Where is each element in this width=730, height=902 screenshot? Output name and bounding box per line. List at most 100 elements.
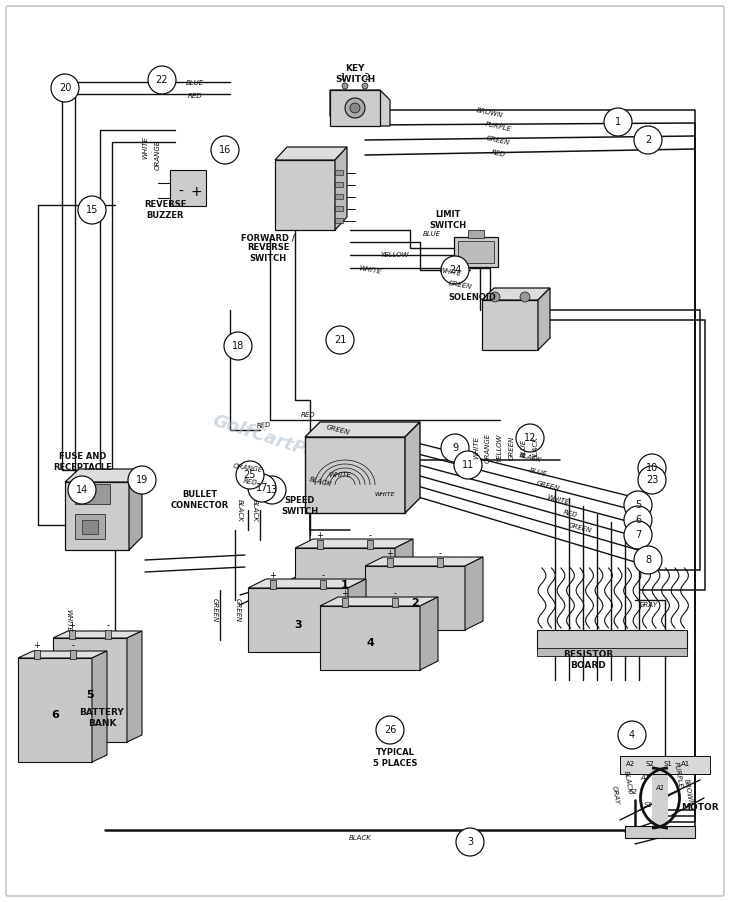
Text: 2: 2	[364, 73, 369, 82]
Text: BULLET
CONNECTOR: BULLET CONNECTOR	[171, 491, 229, 510]
Text: +: +	[387, 549, 393, 558]
Text: 1: 1	[341, 580, 349, 590]
Text: A2: A2	[640, 775, 650, 781]
Bar	[335, 170, 343, 175]
Bar	[69, 630, 75, 639]
Polygon shape	[320, 606, 420, 670]
Polygon shape	[465, 557, 483, 630]
Polygon shape	[275, 160, 335, 230]
Text: GREEN: GREEN	[509, 436, 515, 460]
Text: PURPLE: PURPLE	[484, 121, 512, 133]
Polygon shape	[365, 557, 483, 566]
Text: 26: 26	[384, 725, 396, 735]
Circle shape	[456, 828, 484, 856]
Polygon shape	[18, 651, 107, 658]
Bar	[468, 230, 484, 238]
Text: +: +	[191, 185, 201, 199]
Text: 25: 25	[244, 470, 256, 480]
Polygon shape	[405, 422, 420, 513]
Text: ORANGE: ORANGE	[485, 433, 491, 463]
Text: GRAY: GRAY	[610, 785, 620, 805]
Text: 21: 21	[334, 335, 346, 345]
Text: -: -	[321, 572, 325, 581]
Bar	[342, 598, 348, 607]
Text: -: -	[369, 531, 372, 540]
Text: GREEN: GREEN	[326, 424, 350, 436]
Bar	[335, 182, 343, 187]
Circle shape	[490, 292, 500, 302]
Text: 1: 1	[341, 73, 345, 82]
Circle shape	[148, 66, 176, 94]
Circle shape	[128, 466, 156, 494]
Text: A2: A2	[626, 761, 634, 767]
Bar	[537, 630, 687, 650]
Text: GolfCartPartsDirect: GolfCartPartsDirect	[210, 412, 404, 490]
Polygon shape	[320, 597, 438, 606]
Circle shape	[248, 474, 276, 502]
Polygon shape	[395, 539, 413, 612]
Text: WHITE: WHITE	[328, 472, 351, 478]
Text: 20: 20	[59, 83, 72, 93]
Text: RED: RED	[188, 93, 202, 99]
Circle shape	[376, 716, 404, 744]
Text: GREEN: GREEN	[447, 280, 472, 290]
Text: KEY
SWITCH: KEY SWITCH	[335, 64, 375, 84]
Polygon shape	[335, 147, 347, 230]
Bar	[537, 648, 687, 656]
Text: GREEN: GREEN	[485, 135, 510, 146]
Bar	[82, 520, 98, 534]
Polygon shape	[18, 658, 92, 762]
Bar	[367, 540, 373, 549]
Text: MOTOR: MOTOR	[681, 804, 719, 813]
Bar	[317, 540, 323, 549]
Text: 23: 23	[646, 475, 658, 485]
Circle shape	[441, 256, 469, 284]
Polygon shape	[295, 548, 395, 612]
Polygon shape	[305, 437, 405, 513]
Text: +: +	[342, 590, 348, 599]
Polygon shape	[348, 579, 366, 652]
Text: BLACK: BLACK	[308, 476, 332, 488]
Text: 15: 15	[86, 205, 99, 215]
Text: SPEED
SWITCH: SPEED SWITCH	[282, 496, 318, 516]
Text: 22: 22	[155, 75, 168, 85]
Text: -: -	[72, 641, 74, 650]
Text: 2: 2	[411, 598, 419, 608]
Polygon shape	[482, 288, 550, 300]
Circle shape	[618, 721, 646, 749]
Text: -: -	[439, 549, 442, 558]
Bar	[392, 598, 398, 607]
Text: GREEN: GREEN	[567, 522, 593, 534]
Text: 17: 17	[255, 483, 268, 493]
Text: 10: 10	[646, 463, 658, 473]
Text: BLUE: BLUE	[521, 439, 527, 457]
Bar	[270, 580, 276, 589]
Text: -: -	[393, 590, 396, 599]
Polygon shape	[129, 469, 142, 550]
Polygon shape	[248, 579, 366, 588]
Bar	[335, 194, 343, 199]
Polygon shape	[65, 469, 142, 482]
Circle shape	[224, 332, 252, 360]
Circle shape	[51, 74, 79, 102]
Circle shape	[211, 136, 239, 164]
Text: WHITE: WHITE	[374, 492, 396, 498]
Bar	[320, 580, 326, 589]
Bar	[170, 170, 206, 206]
Text: GREEN: GREEN	[235, 598, 241, 622]
Circle shape	[624, 521, 652, 549]
Polygon shape	[295, 539, 413, 548]
Circle shape	[236, 461, 264, 489]
Text: 4: 4	[366, 638, 374, 648]
Polygon shape	[420, 597, 438, 670]
Circle shape	[362, 83, 368, 89]
Text: WHITE: WHITE	[438, 267, 462, 277]
Text: 2: 2	[645, 135, 651, 145]
Circle shape	[258, 476, 286, 504]
Polygon shape	[53, 631, 142, 638]
Circle shape	[604, 108, 632, 136]
Text: BLACK: BLACK	[252, 499, 258, 521]
Circle shape	[624, 506, 652, 534]
Bar	[454, 237, 498, 267]
Text: 16: 16	[219, 145, 231, 155]
